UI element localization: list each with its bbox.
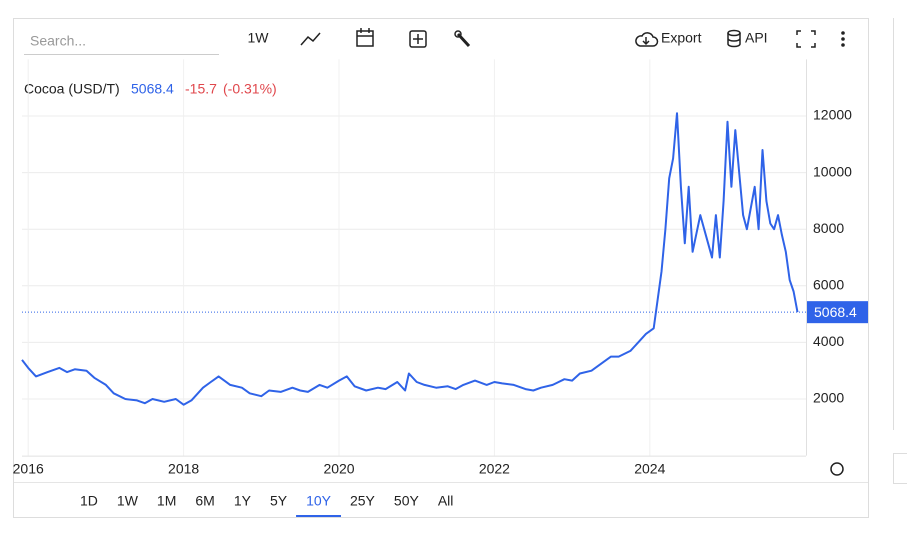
range-button[interactable]: 5Y bbox=[270, 493, 288, 509]
legend: Cocoa (USD/T) 5068.4 -15.7 (-0.31%) bbox=[24, 81, 277, 97]
legend-change: -15.7 bbox=[185, 81, 217, 97]
range-button[interactable]: 50Y bbox=[394, 493, 420, 509]
y-tick-label: 8000 bbox=[813, 220, 844, 236]
y-tick-label: 10000 bbox=[813, 163, 852, 179]
export-button[interactable]: Export bbox=[661, 30, 702, 46]
range-button[interactable]: 1D bbox=[80, 493, 98, 509]
side-panel bbox=[894, 454, 907, 484]
legend-name: Cocoa (USD/T) bbox=[24, 81, 120, 97]
x-tick-label: 2024 bbox=[634, 461, 665, 477]
interval-button[interactable]: 1W bbox=[248, 30, 270, 46]
range-button[interactable]: 25Y bbox=[350, 493, 376, 509]
range-button[interactable]: 1W bbox=[117, 493, 139, 509]
x-tick-label: 2022 bbox=[479, 461, 510, 477]
legend-change-percent: (-0.31%) bbox=[223, 81, 277, 97]
range-button[interactable]: 10Y bbox=[306, 493, 332, 509]
x-tick-label: 2020 bbox=[323, 461, 354, 477]
range-button[interactable]: All bbox=[438, 493, 454, 509]
menu-icon[interactable] bbox=[841, 31, 845, 47]
y-tick-label: 6000 bbox=[813, 277, 844, 293]
api-button[interactable]: API bbox=[745, 30, 768, 46]
legend-last: 5068.4 bbox=[131, 81, 174, 97]
range-button[interactable]: 1M bbox=[157, 493, 176, 509]
range-button[interactable]: 6M bbox=[195, 493, 214, 509]
last-price-label: 5068.4 bbox=[814, 304, 857, 320]
y-tick-label: 12000 bbox=[813, 107, 852, 123]
y-tick-label: 4000 bbox=[813, 333, 844, 349]
y-tick-label: 2000 bbox=[813, 390, 844, 406]
search-input[interactable]: Search... bbox=[30, 33, 86, 49]
x-tick-label: 2016 bbox=[13, 461, 44, 477]
x-tick-label: 2018 bbox=[168, 461, 199, 477]
range-button[interactable]: 1Y bbox=[234, 493, 252, 509]
